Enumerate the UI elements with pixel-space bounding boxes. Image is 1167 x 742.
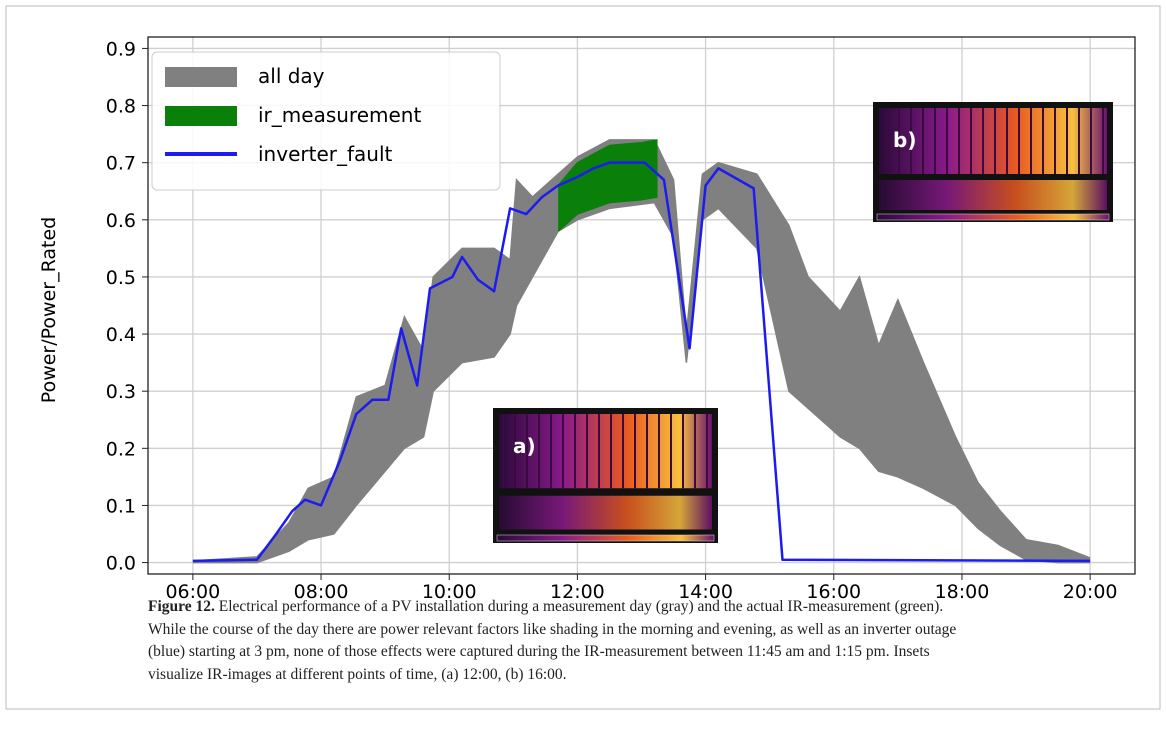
x-tick-label: 14:00 — [678, 581, 733, 603]
ir-cells — [879, 108, 1107, 174]
x-tick-label: 06:00 — [165, 581, 220, 603]
x-tick-label: 16:00 — [806, 581, 861, 603]
band-fill — [192, 139, 1091, 563]
ir-colorbar — [496, 534, 715, 542]
caption-line: Figure 12. Electrical performance of a P… — [148, 596, 956, 619]
y-tick-label: 0.4 — [106, 324, 136, 346]
inset-label: a) — [513, 434, 536, 458]
caption-line: (blue) starting at 3 pm, none of those e… — [148, 643, 930, 660]
y-tick-label: 0.0 — [106, 553, 136, 575]
caption-label: Figure 12. — [148, 598, 215, 615]
caption-line: visualize IR-images at different points … — [148, 665, 567, 683]
y-tick-label: 0.5 — [106, 267, 136, 289]
legend-box — [151, 51, 501, 191]
legend-label: all day — [258, 64, 325, 88]
caption-line: While the course of the day there are po… — [148, 620, 957, 638]
ir-colorbar — [876, 213, 1110, 221]
inset-label: b) — [893, 128, 916, 152]
x-tick-label: 20:00 — [1063, 581, 1118, 603]
legend-label: inverter_fault — [258, 142, 392, 166]
line — [192, 161, 1091, 563]
legend-swatch — [165, 67, 237, 87]
x-tick-label: 08:00 — [294, 581, 349, 603]
ir-cells — [499, 414, 712, 489]
x-tick-label: 18:00 — [935, 581, 990, 603]
y-tick-label: 0.3 — [106, 381, 136, 403]
y-tick-label: 0.1 — [106, 495, 136, 517]
y-tick-label: 0.8 — [106, 96, 136, 118]
caption: Figure 12. Electrical performance of a P… — [148, 596, 956, 686]
caption-text: Electrical performance of a PV installat… — [214, 598, 944, 615]
y-tick-label: 0.7 — [106, 153, 136, 175]
x-tick-label: 10:00 — [422, 581, 477, 603]
y-axis-label: Power/Power_Rated — [38, 217, 60, 403]
x-tick-label: 12:00 — [550, 581, 605, 603]
plot-area: 0.0 0.1 0.2 0.3 0.4 0.5 0.6 0.7 0.8 0.9 06:00 08:00… — [106, 36, 1136, 603]
ir-panel — [879, 180, 1107, 210]
y-tick-label: 0.9 — [106, 38, 136, 60]
ir-panel — [499, 495, 712, 530]
axes-frame — [147, 36, 1136, 575]
y-tick-label: 0.2 — [106, 438, 136, 460]
frame — [5, 5, 1161, 710]
band-lower — [557, 196, 658, 232]
legend-label: ir_measurement — [258, 103, 421, 127]
legend: all day ir_measurement inverter_fault — [151, 51, 501, 191]
y-tick-label: 0.6 — [106, 210, 136, 232]
band-lower — [192, 201, 1091, 564]
band-upper — [557, 139, 658, 187]
legend-swatch — [165, 106, 237, 126]
